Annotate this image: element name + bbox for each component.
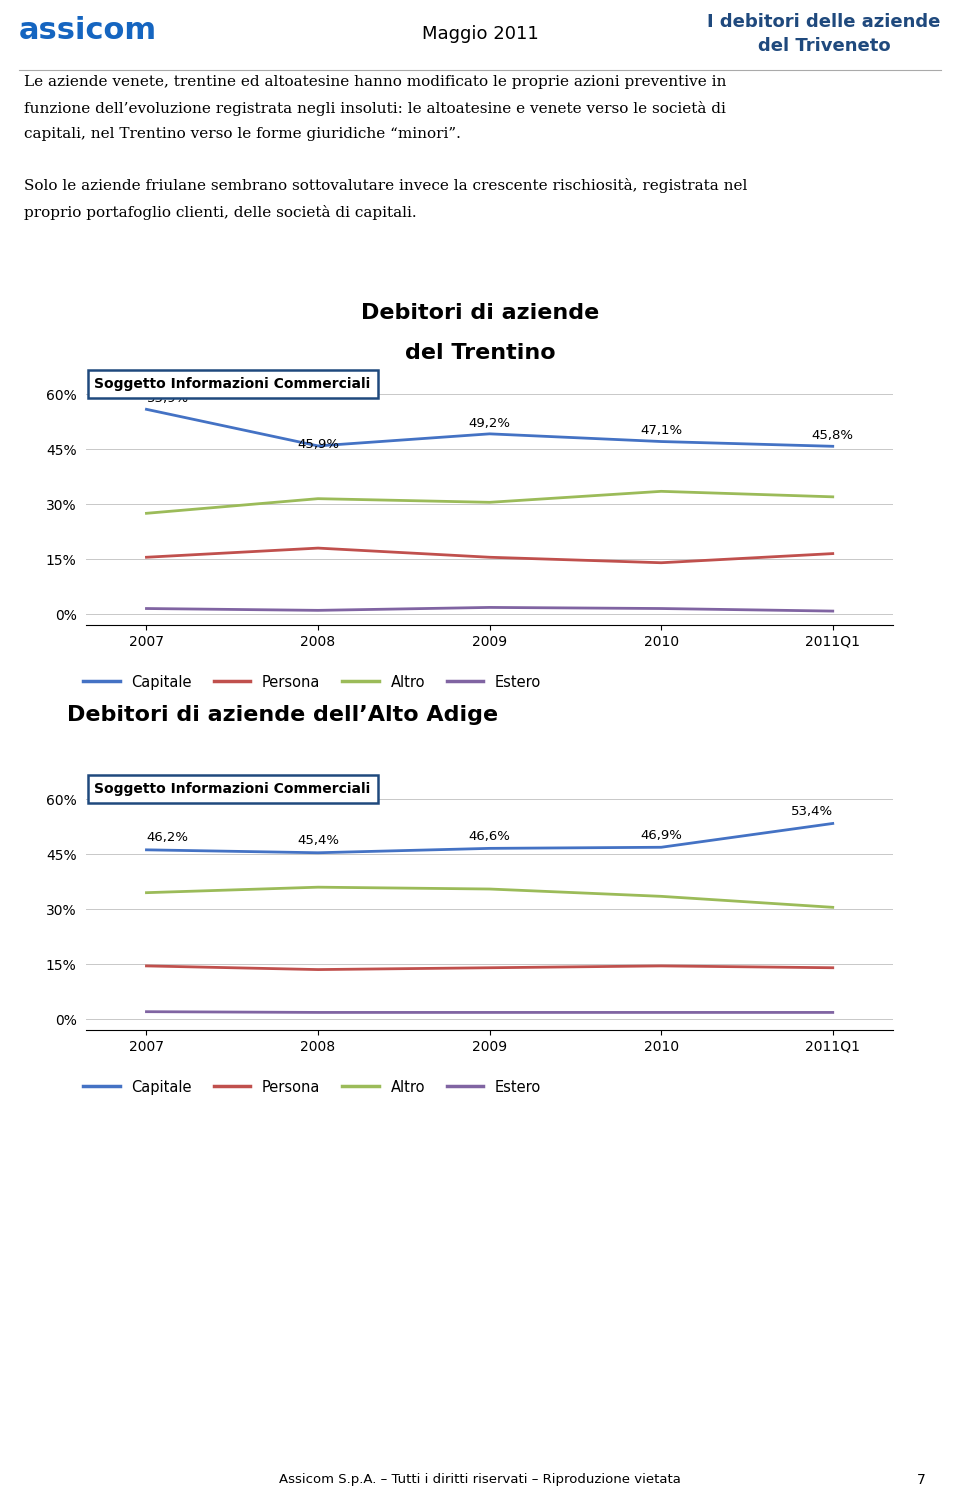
Text: del Trentino: del Trentino [405, 344, 555, 363]
Text: Assicom S.p.A. – Tutti i diritti riservati – Riproduzione vietata: Assicom S.p.A. – Tutti i diritti riserva… [279, 1472, 681, 1486]
Text: Soggetto Informazioni Commerciali: Soggetto Informazioni Commerciali [94, 377, 371, 392]
Text: 47,1%: 47,1% [640, 425, 683, 437]
Text: 46,6%: 46,6% [468, 830, 511, 842]
Text: 53,4%: 53,4% [791, 805, 832, 818]
Legend: Capitale, Persona, Altro, Estero: Capitale, Persona, Altro, Estero [78, 669, 547, 695]
Text: 45,9%: 45,9% [297, 439, 339, 452]
Text: Debitori di aziende: Debitori di aziende [361, 303, 599, 322]
Text: 45,4%: 45,4% [297, 835, 339, 847]
Text: I debitori delle aziende
del Triveneto: I debitori delle aziende del Triveneto [708, 14, 941, 54]
Text: 46,2%: 46,2% [147, 832, 188, 844]
Text: Le aziende venete, trentine ed altoatesine hanno modificato le proprie azioni pr: Le aziende venete, trentine ed altoatesi… [24, 75, 748, 220]
Text: 46,9%: 46,9% [640, 829, 683, 842]
Text: 49,2%: 49,2% [468, 416, 511, 429]
Text: Maggio 2011: Maggio 2011 [421, 26, 539, 44]
Text: assicom: assicom [19, 17, 157, 45]
Text: 45,8%: 45,8% [812, 429, 853, 442]
Text: 55,9%: 55,9% [147, 392, 188, 405]
Text: Debitori di aziende dell’Alto Adige: Debitori di aziende dell’Alto Adige [67, 705, 498, 725]
Text: Soggetto Informazioni Commerciali: Soggetto Informazioni Commerciali [94, 782, 371, 796]
Text: 7: 7 [917, 1472, 926, 1486]
Legend: Capitale, Persona, Altro, Estero: Capitale, Persona, Altro, Estero [78, 1073, 547, 1100]
